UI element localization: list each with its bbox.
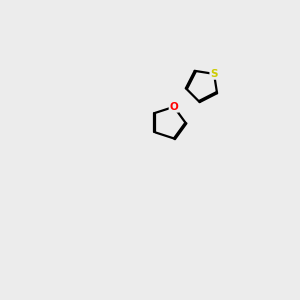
Text: S: S [210,69,218,79]
Text: O: O [169,102,178,112]
